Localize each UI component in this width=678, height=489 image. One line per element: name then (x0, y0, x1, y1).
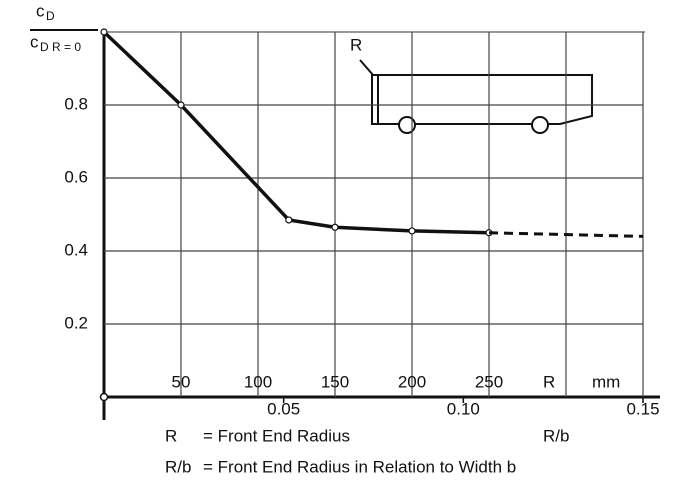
bus-inset (359, 59, 593, 134)
x2-label: R/b (543, 426, 569, 445)
note-symbol: R/b (165, 457, 191, 476)
y-label-num: c (36, 1, 45, 20)
y-tick-label: 0.8 (64, 94, 88, 113)
origin-marker (99, 392, 109, 402)
data-line (102, 30, 490, 235)
x2-tick-label: 0.15 (626, 399, 659, 418)
y-label-den: c (30, 32, 39, 51)
x2-tick-label: 0.05 (267, 399, 300, 418)
x-tick-label: 150 (321, 372, 349, 391)
data-point (331, 223, 339, 231)
y-label-num-sub: D (46, 9, 55, 23)
x2-tick-label: 0.10 (447, 399, 480, 418)
x-tick-label: 250 (475, 372, 503, 391)
note-text: = Front End Radius (203, 426, 350, 445)
data-line (488, 231, 644, 238)
data-point (285, 216, 293, 224)
x-tick-label: 200 (398, 372, 426, 391)
y-tick-label: 0.4 (64, 240, 88, 259)
x-tick-label: 100 (244, 372, 272, 391)
data-point (408, 227, 416, 235)
x-tick-label: 50 (172, 372, 191, 391)
inset-label: R (350, 35, 362, 54)
note-symbol: R (165, 426, 177, 445)
x-label: R (543, 372, 555, 391)
y-label-den-sub: D R = 0 (40, 40, 81, 54)
note-text: = Front End Radius in Relation to Width … (203, 457, 516, 476)
x-unit: mm (592, 372, 620, 391)
data-point (177, 101, 185, 109)
y-tick-label: 0.2 (64, 313, 88, 332)
y-tick-label: 0.6 (64, 167, 88, 186)
data-point (100, 28, 108, 36)
